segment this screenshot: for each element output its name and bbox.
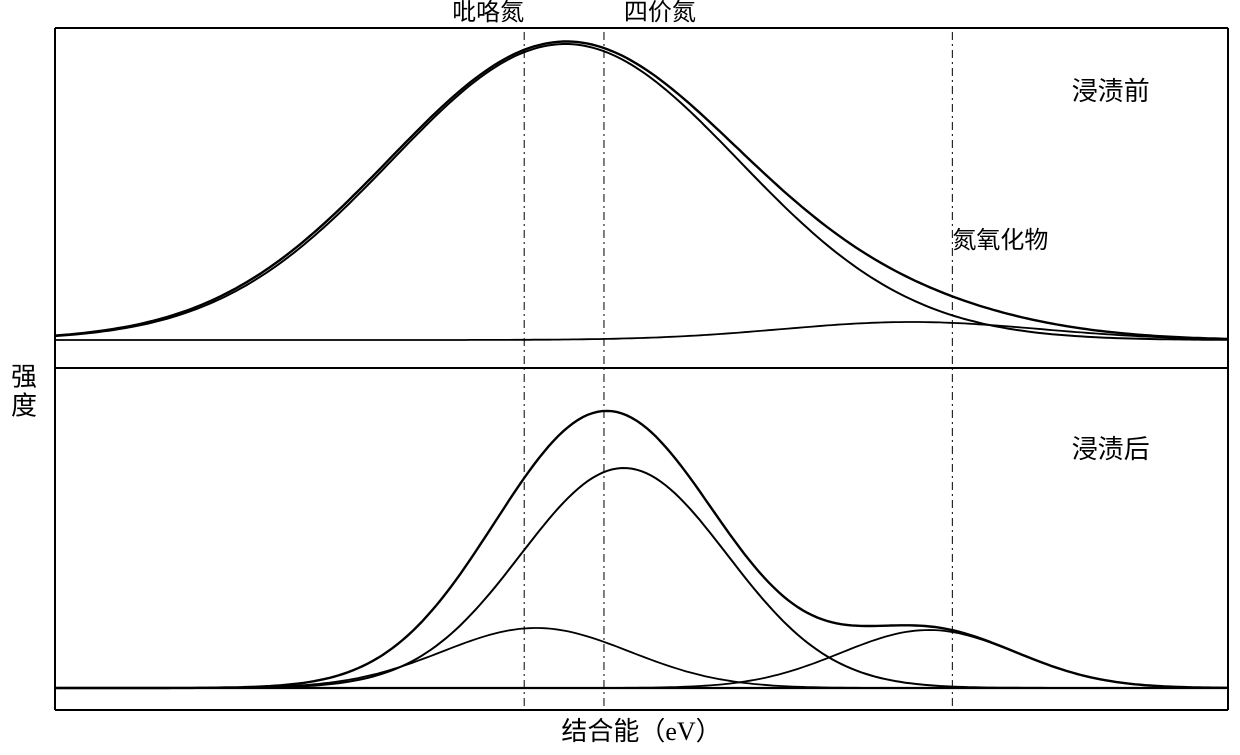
label-peak2: 四价氮 bbox=[624, 0, 696, 26]
bottom-envelope bbox=[55, 411, 1228, 688]
bottom-quaternary bbox=[55, 468, 1228, 688]
xps-chart: 吡咯氮 四价氮氮氧化物 浸渍前浸渍后结合能（eV） 强度 bbox=[0, 0, 1240, 755]
x-axis-label: 结合能（eV） bbox=[561, 717, 721, 746]
y-axis-label-char-1: 度 bbox=[11, 391, 37, 420]
bottom-nox bbox=[55, 630, 1228, 688]
label-panel-top: 浸渍前 bbox=[1072, 77, 1150, 106]
label-peak1: 吡咯氮 bbox=[452, 0, 524, 26]
y-axis-label-char-0: 强 bbox=[11, 363, 37, 392]
top-main-peak bbox=[55, 44, 1228, 340]
label-panel-bottom: 浸渍后 bbox=[1072, 435, 1150, 464]
chart-svg: 吡咯氮 四价氮氮氧化物 浸渍前浸渍后结合能（eV） 强度 bbox=[0, 0, 1240, 755]
label-peak3: 氮氧化物 bbox=[952, 227, 1048, 254]
bottom-pyrrolic bbox=[55, 628, 1228, 688]
